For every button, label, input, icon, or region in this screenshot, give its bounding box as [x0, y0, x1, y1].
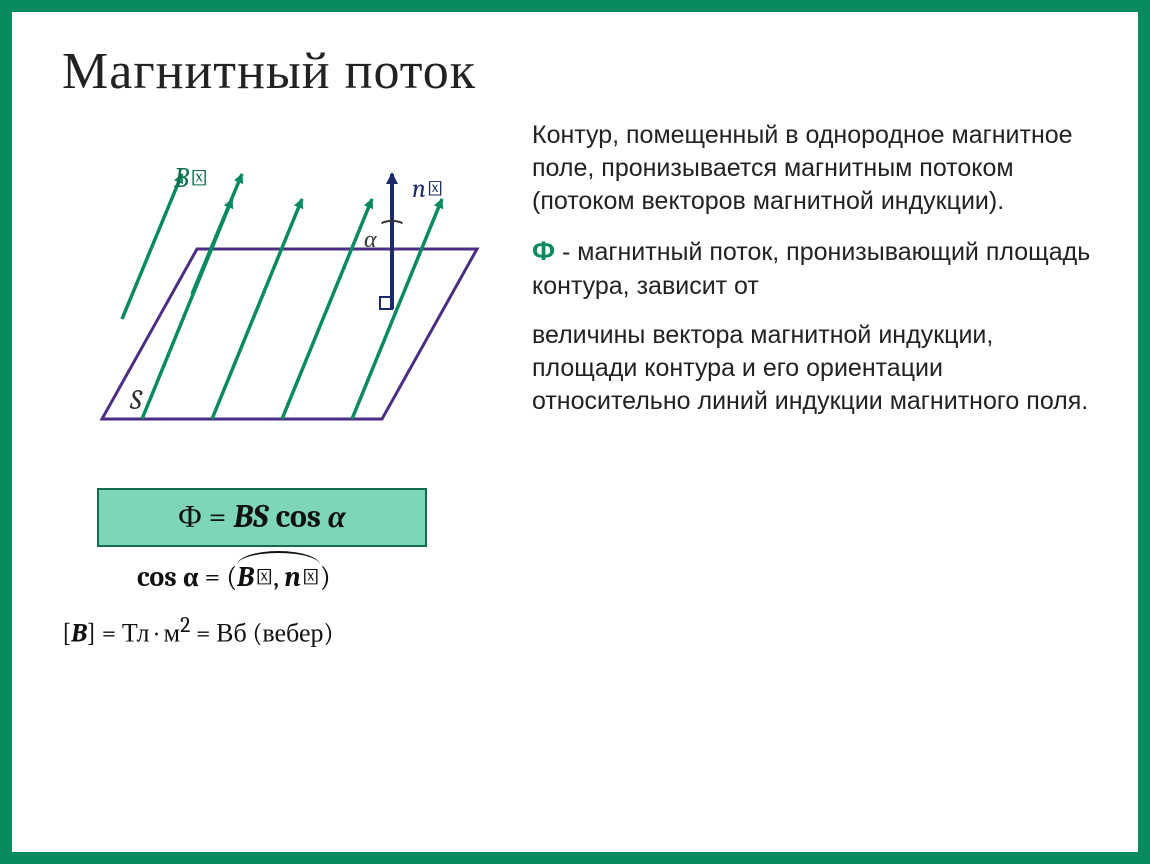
diagram-label-n: n⃗ [412, 174, 444, 204]
unit-open: [ [62, 619, 71, 649]
right-column: Контур, помещенный в однородное магнитно… [532, 119, 1098, 649]
eq-sign: = [202, 498, 234, 535]
cos-close: ) [320, 561, 331, 593]
diagram-label-B: B⃗ [173, 162, 208, 194]
field-line [282, 199, 372, 419]
slide-frame: Магнитный поток B⃗ n⃗ α S Φ = BS cos α [0, 0, 1150, 864]
unit-sup: 2 [180, 614, 190, 638]
diagram-label-S: S [129, 384, 143, 416]
bs-term: BS [233, 498, 268, 535]
diagram-label-alpha: α [364, 225, 377, 253]
phi-symbol: Φ [178, 498, 201, 535]
n-vector: n⃗ [284, 561, 319, 593]
cos-eq: = [199, 561, 227, 593]
paragraph-1: Контур, помещенный в однородное магнитно… [532, 119, 1098, 218]
p2-rest: - магнитный поток, пронизывающий площадь… [532, 238, 1090, 300]
unit-eq: = Тл · м [96, 619, 180, 649]
field-line [122, 174, 182, 319]
unit-B: B [71, 619, 87, 649]
alpha-term: α [328, 498, 346, 535]
surface-plane [102, 249, 477, 419]
cos-lhs: cos α [137, 561, 199, 593]
paragraph-2: Ф - магнитный поток, пронизывающий площа… [532, 234, 1098, 303]
formula-box: Φ = BS cos α [97, 488, 427, 547]
cos-open: ( [226, 561, 237, 593]
field-line [212, 199, 302, 419]
vec-comma: , [273, 561, 284, 593]
page-title: Магнитный поток [62, 42, 1098, 101]
b-vector: B⃗ [237, 561, 273, 593]
left-column: B⃗n⃗αS Φ = BS cos α cos α = (B⃗, n⃗) [B]… [62, 119, 502, 649]
paragraph-3: величины вектора магнитной индукции, пло… [532, 319, 1098, 418]
angle-hat: B⃗, n⃗ [237, 561, 320, 593]
units-line: [B] = Тл · м2 = Вб (вебер) [62, 614, 502, 649]
flux-diagram: B⃗ n⃗ α S [62, 119, 502, 459]
unit-close: ] [87, 619, 96, 649]
cos-term: cos [269, 498, 328, 535]
phi-inline: Ф [532, 236, 555, 266]
unit-rest: = Вб (вебер) [190, 619, 333, 649]
content-row: B⃗n⃗αS Φ = BS cos α cos α = (B⃗, n⃗) [B]… [62, 119, 1098, 649]
cos-definition: cos α = (B⃗, n⃗) [137, 561, 502, 594]
